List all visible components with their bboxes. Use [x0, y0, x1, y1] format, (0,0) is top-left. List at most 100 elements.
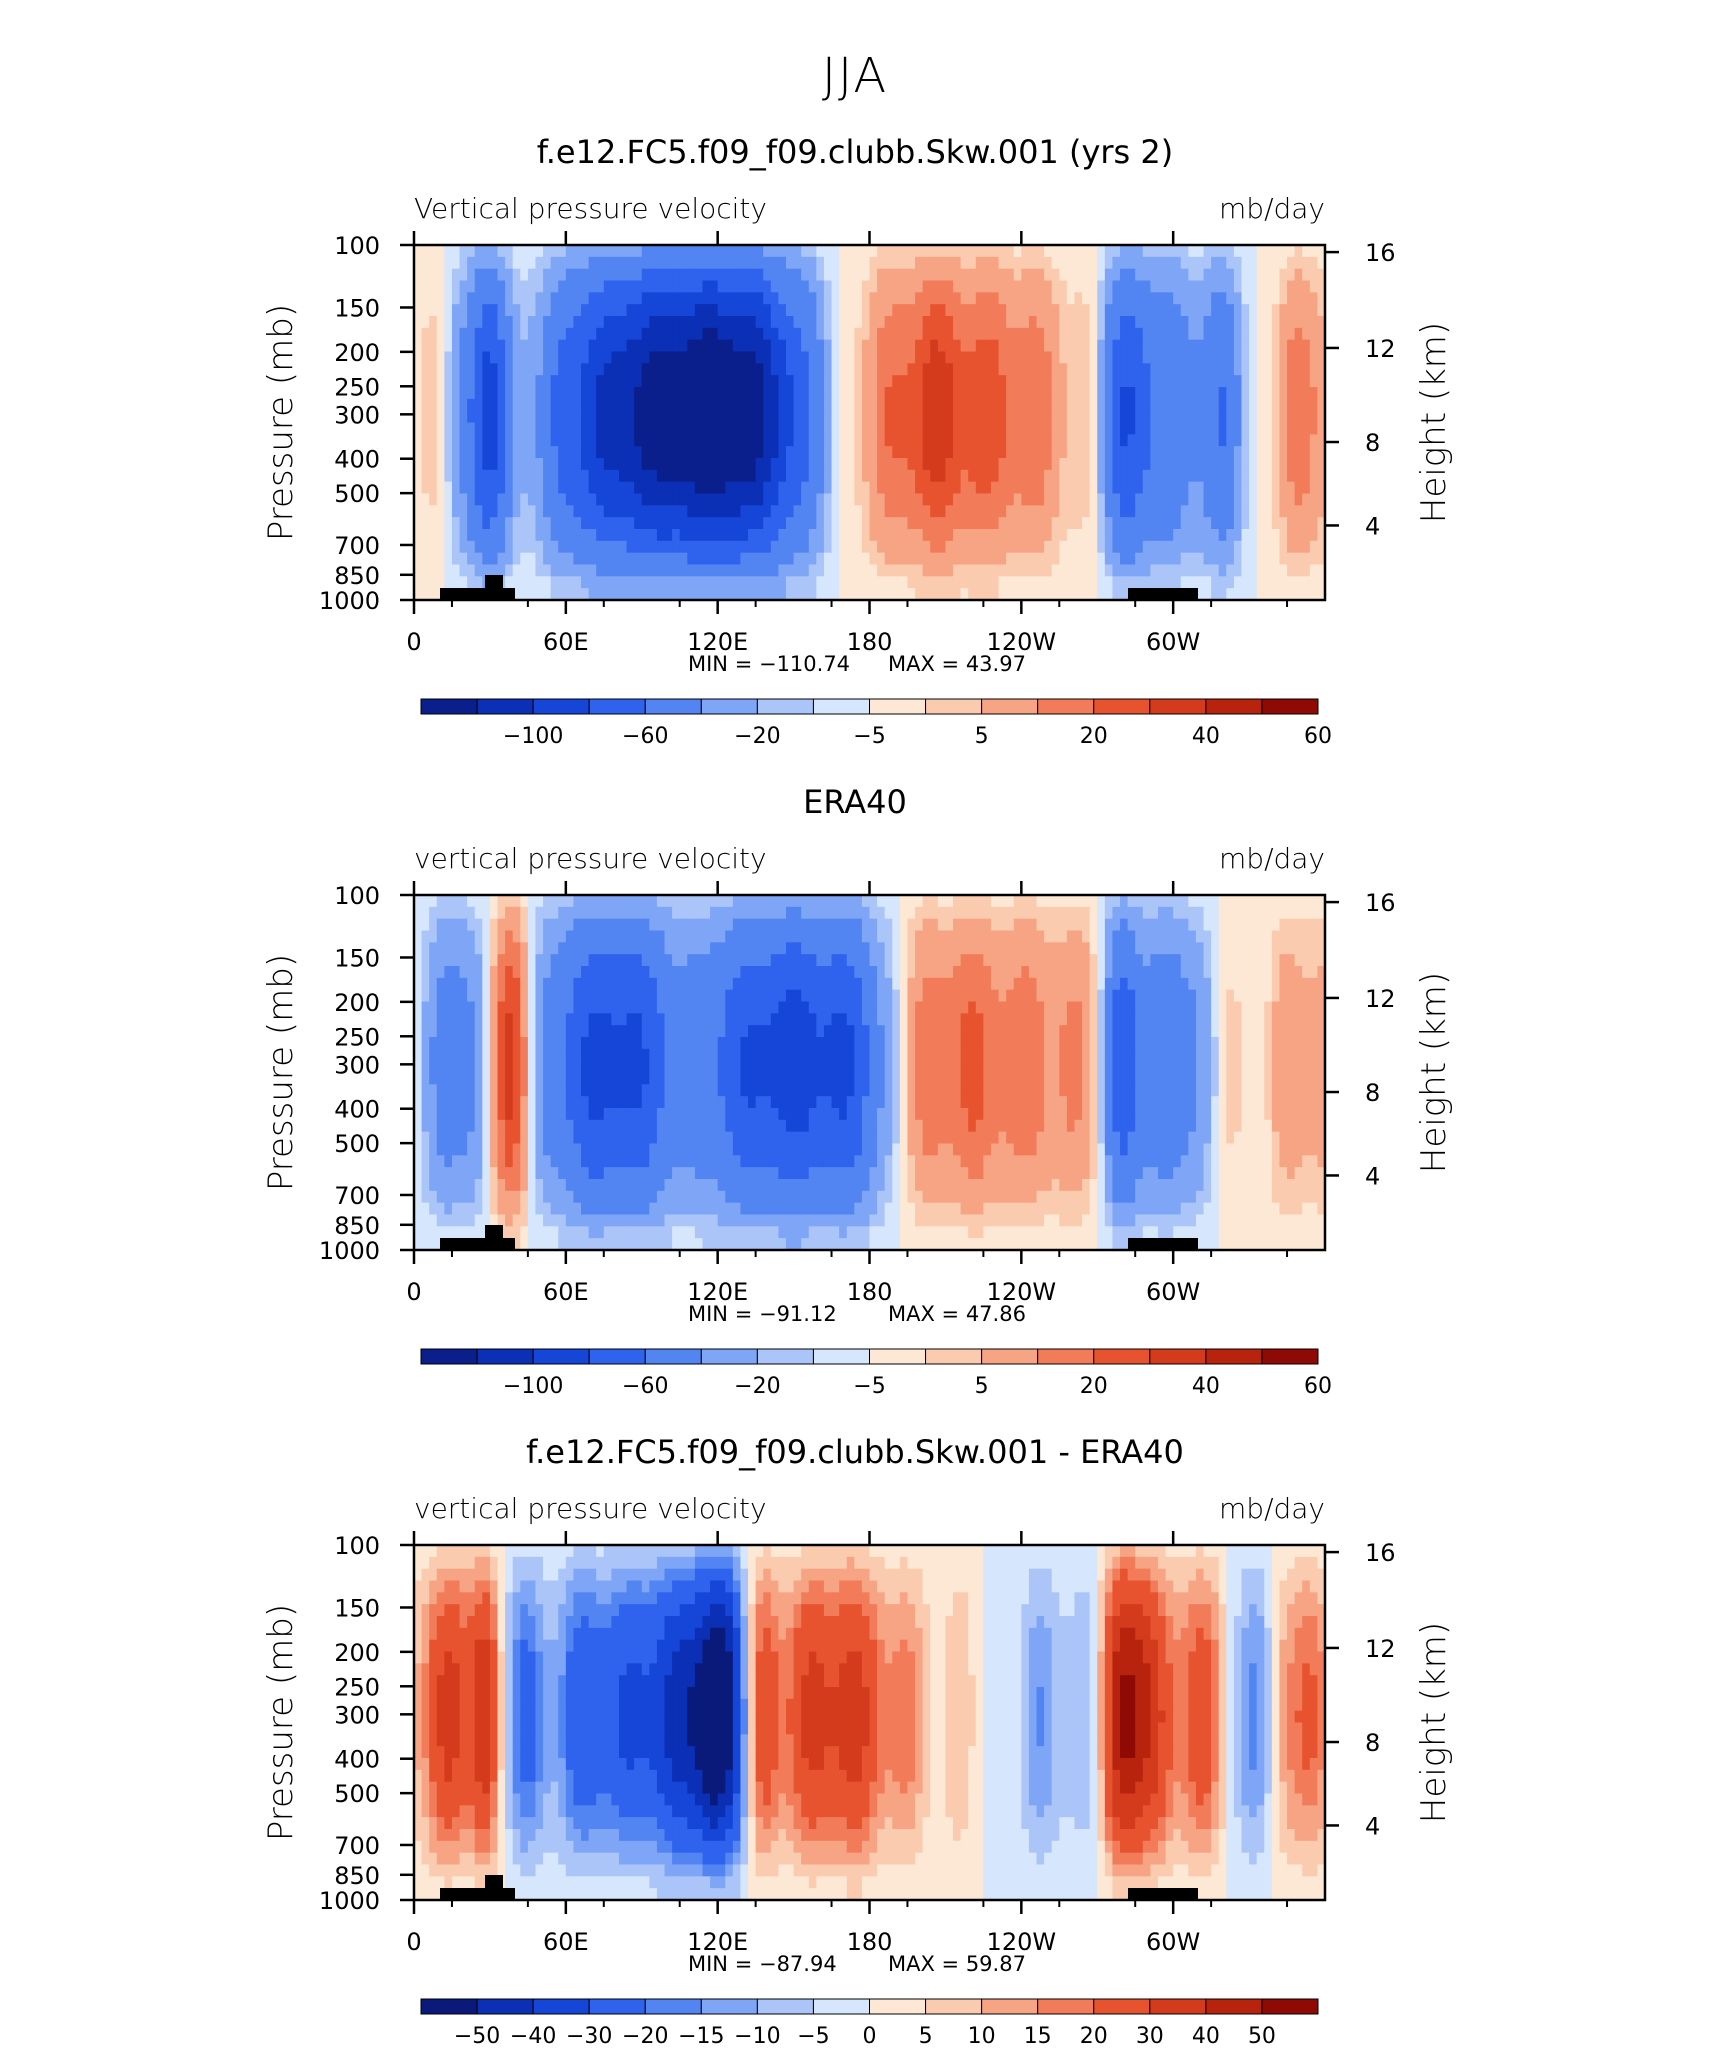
- heatmap-cell: [1272, 411, 1280, 423]
- heatmap-cell: [627, 482, 635, 494]
- heatmap-cell: [558, 931, 566, 943]
- heatmap-cell: [945, 931, 953, 943]
- heatmap-cell: [665, 482, 673, 494]
- heatmap-cell: [976, 942, 984, 954]
- heatmap-cell: [1310, 482, 1318, 494]
- heatmap-cell: [870, 257, 878, 269]
- heatmap-cell: [695, 895, 703, 907]
- heatmap-cell: [1037, 907, 1045, 919]
- heatmap-cell: [862, 588, 870, 600]
- heatmap-cell: [452, 529, 460, 541]
- heatmap-cell: [1226, 269, 1234, 281]
- heatmap-cell: [642, 565, 650, 577]
- heatmap-cell: [938, 505, 946, 517]
- heatmap-cell: [1150, 269, 1158, 281]
- heatmap-cell: [695, 576, 703, 588]
- heatmap-cell: [839, 340, 847, 352]
- heatmap-cell: [862, 942, 870, 954]
- heatmap-cell: [854, 907, 862, 919]
- heatmap-cell: [1287, 931, 1295, 943]
- heatmap-cell: [528, 942, 536, 954]
- heatmap-cell: [695, 411, 703, 423]
- heatmap-cell: [543, 352, 551, 364]
- heatmap-cell: [1150, 966, 1158, 978]
- heatmap-cell: [1112, 576, 1120, 588]
- heatmap-cell: [460, 304, 468, 316]
- heatmap-cell: [657, 494, 665, 506]
- heatmap-cell: [1219, 269, 1227, 281]
- heatmap-cell: [422, 304, 430, 316]
- heatmap-cell: [1196, 895, 1204, 907]
- heatmap-cell: [1074, 565, 1082, 577]
- heatmap-cell: [467, 895, 475, 907]
- heatmap-cell: [1112, 328, 1120, 340]
- heatmap-cell: [520, 505, 528, 517]
- heatmap-cell: [801, 1002, 809, 1014]
- heatmap-cell: [642, 387, 650, 399]
- heatmap-cell: [740, 505, 748, 517]
- heatmap-cell: [1082, 954, 1090, 966]
- heatmap-cell: [422, 340, 430, 352]
- heatmap-cell: [429, 919, 437, 931]
- heatmap-cell: [1021, 565, 1029, 577]
- heatmap-cell: [725, 576, 733, 588]
- heatmap-cell: [763, 978, 771, 990]
- heatmap-cell: [892, 375, 900, 387]
- heatmap-cell: [1196, 482, 1204, 494]
- heatmap-cell: [1158, 257, 1166, 269]
- heatmap-cell: [460, 541, 468, 553]
- heatmap-cell: [687, 411, 695, 423]
- heatmap-cell: [1112, 470, 1120, 482]
- heatmap-cell: [718, 458, 726, 470]
- heatmap-cell: [1211, 328, 1219, 340]
- heatmap-cell: [862, 399, 870, 411]
- heatmap-cell: [816, 316, 824, 328]
- heatmap-cell: [1082, 565, 1090, 577]
- heatmap-cell: [1037, 292, 1045, 304]
- heatmap-cell: [589, 494, 597, 506]
- heatmap-cell: [1090, 482, 1098, 494]
- heatmap-cell: [900, 245, 908, 257]
- heatmap-cell: [573, 304, 581, 316]
- heatmap-cell: [566, 328, 574, 340]
- heatmap-cell: [794, 363, 802, 375]
- heatmap-cell: [1234, 541, 1242, 553]
- heatmap-cell: [1196, 269, 1204, 281]
- heatmap-cell: [596, 494, 604, 506]
- heatmap-cell: [877, 931, 885, 943]
- heatmap-cell: [816, 588, 824, 600]
- heatmap-cell: [558, 340, 566, 352]
- heatmap-cell: [832, 281, 840, 293]
- heatmap-cell: [1264, 257, 1272, 269]
- heatmap-cell: [1097, 423, 1105, 435]
- heatmap-cell: [885, 387, 893, 399]
- heatmap-cell: [1279, 304, 1287, 316]
- heatmap-cell: [900, 423, 908, 435]
- heatmap-cell: [991, 954, 999, 966]
- heatmap-cell: [1029, 446, 1037, 458]
- heatmap-cell: [642, 411, 650, 423]
- heatmap-cell: [756, 363, 764, 375]
- heatmap-cell: [444, 387, 452, 399]
- heatmap-cell: [718, 553, 726, 565]
- heatmap-cell: [1044, 565, 1052, 577]
- heatmap-cell: [1014, 434, 1022, 446]
- heatmap-cell: [983, 316, 991, 328]
- heatmap-cell: [1249, 907, 1257, 919]
- heatmap-cell: [794, 576, 802, 588]
- heatmap-cell: [1211, 966, 1219, 978]
- heatmap-cell: [1181, 529, 1189, 541]
- heatmap-cell: [892, 281, 900, 293]
- heatmap-cell: [961, 269, 969, 281]
- heatmap-cell: [589, 292, 597, 304]
- heatmap-cell: [1120, 919, 1128, 931]
- heatmap-cell: [763, 363, 771, 375]
- heatmap-cell: [444, 399, 452, 411]
- heatmap-cell: [725, 352, 733, 364]
- heatmap-cell: [718, 505, 726, 517]
- heatmap-cell: [1249, 919, 1257, 931]
- heatmap-cell: [1006, 565, 1014, 577]
- heatmap-cell: [551, 340, 559, 352]
- heatmap-cell: [854, 978, 862, 990]
- heatmap-cell: [1219, 470, 1227, 482]
